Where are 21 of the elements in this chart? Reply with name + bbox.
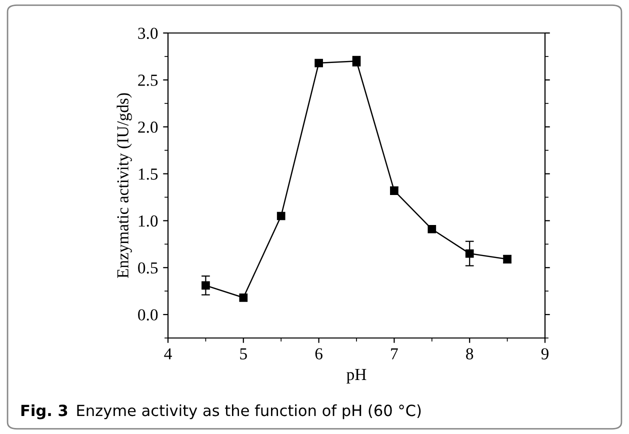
y-axis-title: Enzymatic activity (IU/gds) <box>116 93 132 278</box>
y-tick-label: 3.0 <box>138 28 158 40</box>
x-tick-label: 7 <box>391 348 398 360</box>
caption: Fig. 3 <box>21 404 68 420</box>
y-tick-label: 2.0 <box>138 122 158 133</box>
y-tick-label: 0.0 <box>138 309 158 321</box>
point <box>276 212 286 220</box>
point <box>314 58 323 68</box>
y-tick-label: 2.5 <box>138 74 158 86</box>
point <box>428 224 436 234</box>
text: Enzyme activity as the function of pH (60 °C) <box>77 404 421 420</box>
y-tick-label: 1.0 <box>138 215 158 227</box>
x-tick-label: 9 <box>541 348 548 360</box>
x-axis-title: pH <box>346 369 366 384</box>
x-tick-label: 8 <box>466 348 474 360</box>
y-tick-label: 1.5 <box>138 168 158 180</box>
x-tick-label: 6 <box>315 348 322 360</box>
point <box>239 293 248 302</box>
y-tick-label: 0.5 <box>138 262 158 274</box>
x-tick-label: 5 <box>240 348 247 360</box>
x-tick-label: 4 <box>164 348 172 360</box>
